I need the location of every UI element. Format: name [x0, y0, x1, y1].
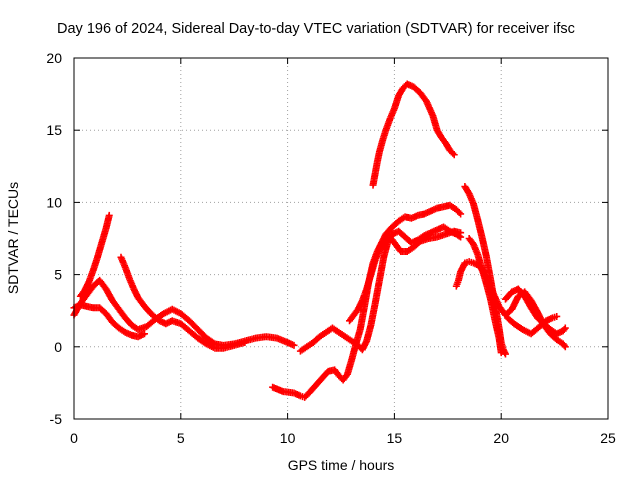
grid-lines — [74, 58, 608, 419]
data-point — [497, 349, 505, 357]
chart-title: Day 196 of 2024, Sidereal Day-to-day VTE… — [57, 21, 575, 37]
data-point — [450, 151, 458, 159]
x-tick-labels: 0 5 10 15 20 25 — [70, 430, 616, 446]
data-point — [457, 229, 465, 237]
data-point — [290, 341, 298, 349]
data-point — [457, 210, 465, 218]
series-arc-c — [76, 211, 113, 300]
y-tick-label: 5 — [54, 267, 62, 283]
series-arc-i — [452, 258, 569, 351]
data-point — [140, 330, 148, 338]
y-tick-label: 20 — [46, 50, 62, 66]
x-tick-label: 25 — [600, 430, 616, 446]
y-tick-label: 10 — [46, 194, 62, 210]
series-arc-d — [117, 253, 249, 352]
y-tick-label: -5 — [50, 411, 63, 427]
data-point — [560, 325, 568, 333]
data-point — [501, 350, 509, 358]
y-tick-label: 0 — [54, 339, 62, 355]
x-tick-label: 20 — [493, 430, 509, 446]
x-tick-label: 5 — [177, 430, 185, 446]
x-tick-label: 0 — [70, 430, 78, 446]
series-arc-m — [504, 312, 561, 338]
data-point — [105, 211, 113, 219]
series-arc-h — [369, 80, 458, 189]
data-point — [560, 341, 568, 349]
series-arc-k — [465, 235, 505, 357]
y-tick-labels: -5 0 5 10 15 20 — [46, 50, 62, 427]
y-tick-label: 15 — [46, 122, 62, 138]
data-point — [561, 343, 569, 351]
plot-frame — [73, 57, 609, 420]
data-point — [449, 149, 457, 157]
data-point — [241, 338, 249, 346]
series-arc-f — [296, 223, 465, 355]
y-axis-label: SDTVAR / TECUs — [5, 182, 21, 294]
data-point — [561, 324, 569, 332]
data-point — [553, 312, 561, 320]
axis-ticks — [73, 57, 609, 420]
series-arc-g — [346, 227, 465, 325]
series-arc-b — [70, 301, 148, 341]
x-tick-label: 10 — [280, 430, 296, 446]
data-point — [455, 209, 463, 217]
data-points — [70, 80, 569, 401]
x-tick-label: 15 — [387, 430, 403, 446]
x-axis-label: GPS time / hours — [288, 457, 395, 473]
